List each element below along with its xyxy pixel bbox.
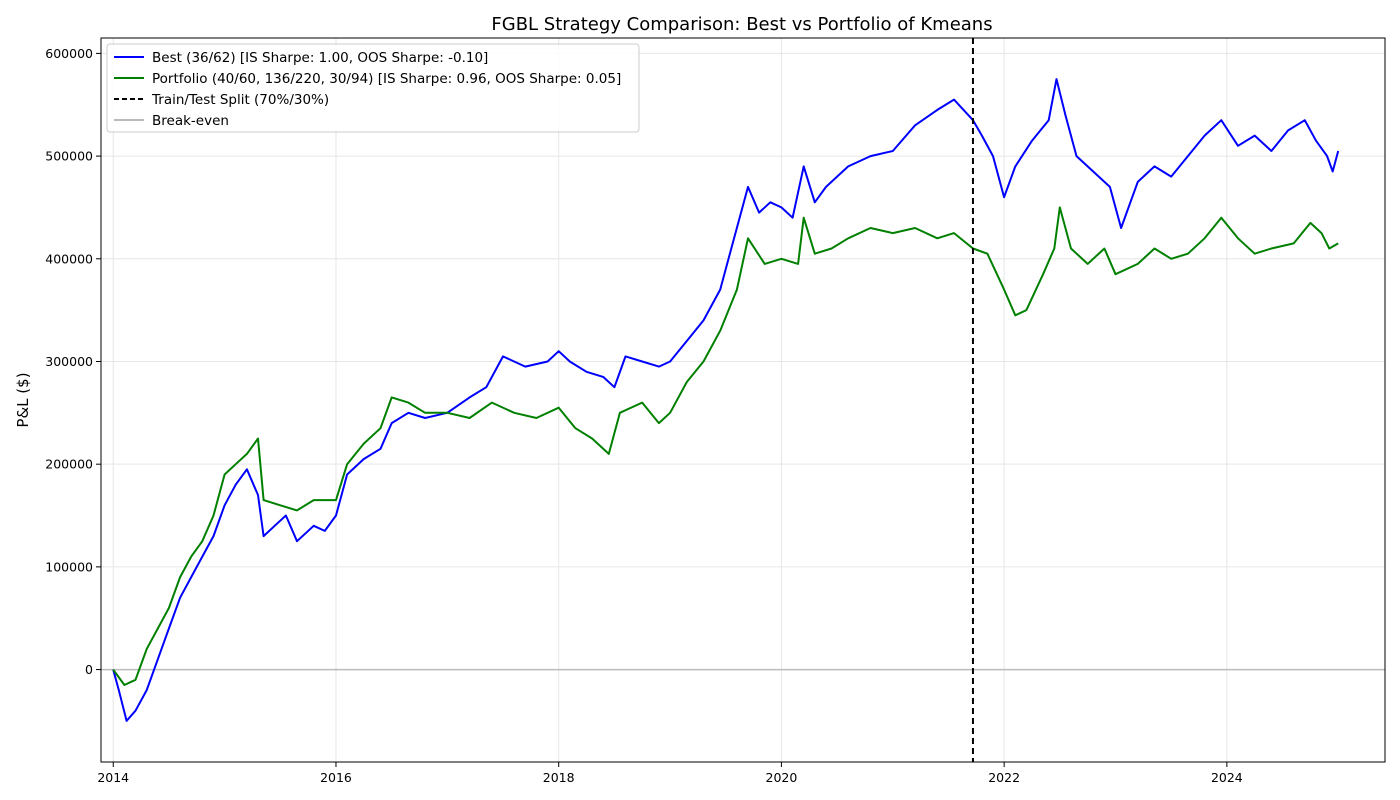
legend-label-split: Train/Test Split (70%/30%) <box>151 92 329 108</box>
x-tick-label: 2022 <box>988 770 1020 785</box>
series-group <box>112 78 1340 722</box>
legend: Best (36/62) [IS Sharpe: 1.00, OOS Sharp… <box>106 43 640 133</box>
chart-title: FGBL Strategy Comparison: Best vs Portfo… <box>491 14 992 35</box>
x-tick-label: 2016 <box>320 770 352 785</box>
portfolio-series-line <box>112 206 1339 686</box>
legend-label-portfolio: Portfolio (40/60, 136/220, 30/94) [IS Sh… <box>152 71 621 87</box>
x-tick-label: 2018 <box>543 770 575 785</box>
x-tick-label: 2014 <box>97 770 129 785</box>
legend-label-break-even: Break-even <box>152 113 229 129</box>
best-series-line <box>112 78 1340 722</box>
grid <box>101 38 1385 762</box>
y-tick-label: 100000 <box>45 559 93 574</box>
legend-label-best: Best (36/62) [IS Sharpe: 1.00, OOS Sharp… <box>152 50 488 66</box>
x-axis: 2014 2016 2018 2020 2022 2024 <box>97 762 1243 785</box>
y-tick-label: 200000 <box>45 457 93 472</box>
y-tick-label: 0 <box>85 662 93 677</box>
y-tick-label: 500000 <box>45 149 93 164</box>
y-axis: 0 100000 200000 300000 400000 500000 600000 <box>45 46 101 677</box>
x-tick-label: 2020 <box>766 770 798 785</box>
y-tick-label: 300000 <box>45 354 93 369</box>
y-tick-label: 400000 <box>45 251 93 266</box>
y-tick-label: 600000 <box>45 46 93 61</box>
y-axis-label: P&L ($) <box>14 372 32 427</box>
x-tick-label: 2024 <box>1211 770 1243 785</box>
plot-frame <box>100 37 1386 763</box>
legend-box <box>106 43 640 133</box>
